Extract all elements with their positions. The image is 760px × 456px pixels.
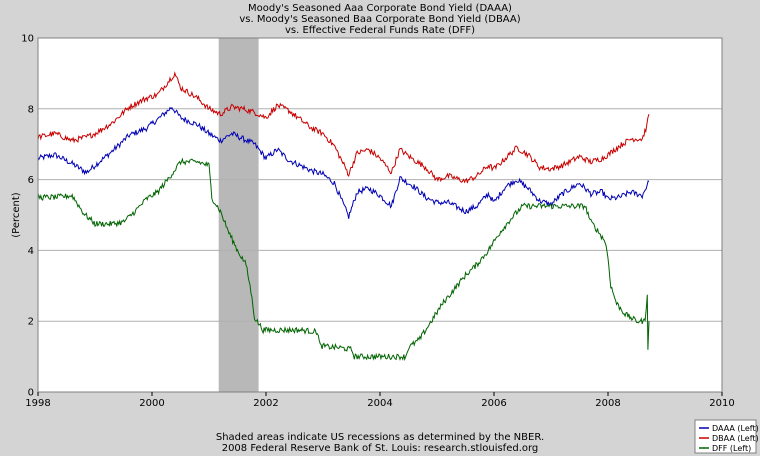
x-tick-label: 2002 [253, 398, 278, 409]
y-tick-label: 10 [21, 34, 34, 45]
recession-band-0 [218, 38, 259, 392]
recession-shading-group [218, 38, 259, 392]
legend-label-0: DAAA (Left) [712, 424, 759, 433]
footer-line-2: 2008 Federal Reserve Bank of St. Louis: … [222, 443, 539, 454]
plot-area [38, 38, 722, 392]
x-tick-label: 1998 [25, 398, 50, 409]
y-tick-label: 6 [28, 175, 34, 186]
footer-line-1: Shaded areas indicate US recessions as d… [216, 432, 544, 443]
series-line-0 [37, 106, 650, 219]
x-tick-label: 2006 [481, 398, 506, 409]
y-axis: 0 2 4 6 8 10 [21, 34, 34, 399]
chart-title-line-3: vs. Effective Federal Funds Rate (DFF) [285, 25, 475, 36]
gridlines [38, 108, 722, 322]
legend: DAAA (Left)DBAA (Left)DFF (Left) [694, 419, 759, 454]
x-tick-label: 2004 [367, 398, 392, 409]
legend-label-2: DFF (Left) [712, 444, 751, 453]
x-tick-label: 2010 [709, 398, 734, 409]
y-tick-label: 4 [28, 246, 34, 257]
x-tick-label: 2000 [139, 398, 164, 409]
series-line-2 [37, 157, 650, 362]
chart-title-line-1: Moody's Seasoned Aaa Corporate Bond Yiel… [248, 3, 512, 14]
series-line-1 [37, 71, 650, 184]
y-tick-label: 2 [28, 317, 34, 328]
y-tick-label: 8 [28, 104, 34, 115]
y-tick-label: 0 [28, 388, 34, 399]
x-tick-label: 2008 [595, 398, 620, 409]
y-axis-label: (Percent) [11, 192, 22, 238]
legend-label-1: DBAA (Left) [712, 434, 759, 443]
chart-title-line-2: vs. Moody's Seasoned Baa Corporate Bond … [239, 14, 520, 25]
x-axis: 1998 2000 2002 2004 2006 2008 2010 [25, 392, 735, 409]
series-group [37, 71, 650, 362]
